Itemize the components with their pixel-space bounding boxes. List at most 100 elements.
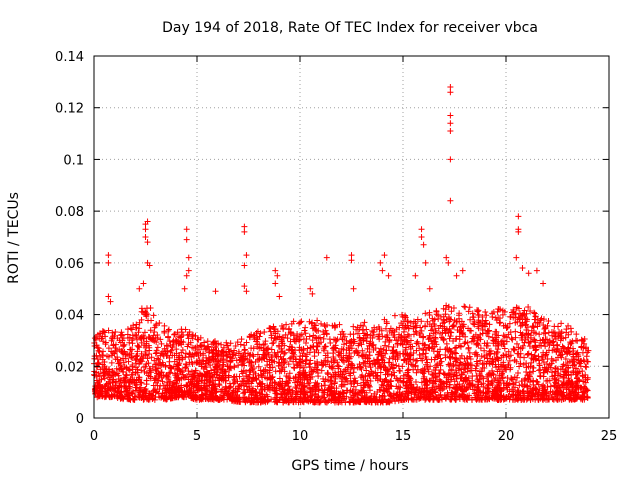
data-point <box>509 309 516 316</box>
data-point <box>484 358 491 365</box>
data-point <box>474 340 481 347</box>
data-point <box>254 392 261 399</box>
data-point <box>271 358 278 365</box>
data-point <box>350 340 357 347</box>
data-point <box>553 384 560 391</box>
data-point <box>500 332 507 339</box>
data-point <box>364 345 371 352</box>
data-point <box>497 306 504 313</box>
data-point <box>569 387 576 394</box>
data-point <box>155 365 162 372</box>
x-tick-label: 10 <box>292 429 309 444</box>
data-point <box>461 387 468 394</box>
data-point <box>459 322 466 329</box>
data-point <box>260 353 267 360</box>
data-point <box>276 293 283 300</box>
data-point <box>447 197 454 204</box>
data-point <box>377 369 384 376</box>
data-point <box>410 323 417 330</box>
data-point <box>518 396 525 403</box>
data-point <box>153 361 160 368</box>
data-point <box>546 361 553 368</box>
data-point <box>543 378 550 385</box>
data-point <box>159 378 166 385</box>
data-point <box>182 350 189 357</box>
data-point <box>462 304 469 311</box>
data-point <box>192 332 199 339</box>
data-point <box>374 357 381 364</box>
data-point <box>414 357 421 364</box>
data-point <box>436 384 443 391</box>
data-point <box>517 360 524 367</box>
data-point <box>139 394 146 401</box>
data-point <box>521 354 528 361</box>
data-point <box>360 335 367 342</box>
data-point <box>429 326 436 333</box>
data-point <box>219 361 226 368</box>
data-point <box>511 357 518 364</box>
data-point <box>501 308 508 315</box>
data-point <box>176 366 183 373</box>
data-point <box>447 84 454 91</box>
data-point <box>549 339 556 346</box>
data-point <box>132 360 139 367</box>
x-tick-label: 15 <box>395 429 412 444</box>
data-point <box>126 367 133 374</box>
data-point <box>466 327 473 334</box>
data-point <box>483 312 490 319</box>
data-point <box>504 380 511 387</box>
data-point <box>307 285 314 292</box>
data-point <box>517 329 524 336</box>
data-point <box>341 341 348 348</box>
data-point <box>240 360 247 367</box>
data-point <box>118 347 125 354</box>
data-point <box>253 338 260 345</box>
data-point <box>480 375 487 382</box>
data-point <box>124 387 131 394</box>
data-point <box>330 350 337 357</box>
data-point <box>128 350 135 357</box>
data-point <box>236 386 243 393</box>
data-point <box>446 346 453 353</box>
data-point <box>456 310 463 317</box>
data-point <box>451 317 458 324</box>
data-point <box>144 218 151 225</box>
data-point <box>524 324 531 331</box>
data-point <box>233 357 240 364</box>
data-point <box>246 367 253 374</box>
y-tick-label: 0.02 <box>55 360 84 375</box>
data-point <box>330 336 337 343</box>
data-point <box>217 367 224 374</box>
data-point <box>516 310 523 317</box>
data-point <box>479 361 486 368</box>
data-point <box>224 363 231 370</box>
data-point <box>452 367 459 374</box>
data-point <box>510 345 517 352</box>
data-point <box>350 323 357 330</box>
data-point <box>499 374 506 381</box>
data-point <box>186 386 193 393</box>
data-point <box>138 316 145 323</box>
data-point <box>183 272 190 279</box>
data-point <box>423 356 430 363</box>
data-point <box>303 356 310 363</box>
data-point <box>209 390 216 397</box>
data-point <box>210 374 217 381</box>
data-point <box>223 385 230 392</box>
data-point <box>453 350 460 357</box>
data-point <box>148 354 155 361</box>
data-point <box>301 327 308 334</box>
data-point <box>91 353 98 360</box>
data-point <box>280 399 287 406</box>
data-point <box>181 285 188 292</box>
data-point <box>496 372 503 379</box>
data-point <box>358 341 365 348</box>
data-point <box>455 383 462 390</box>
data-point <box>132 353 139 360</box>
data-point <box>129 371 136 378</box>
data-point <box>426 312 433 319</box>
data-point <box>212 355 219 362</box>
data-point <box>532 330 539 337</box>
data-point <box>508 376 515 383</box>
data-point <box>390 394 397 401</box>
